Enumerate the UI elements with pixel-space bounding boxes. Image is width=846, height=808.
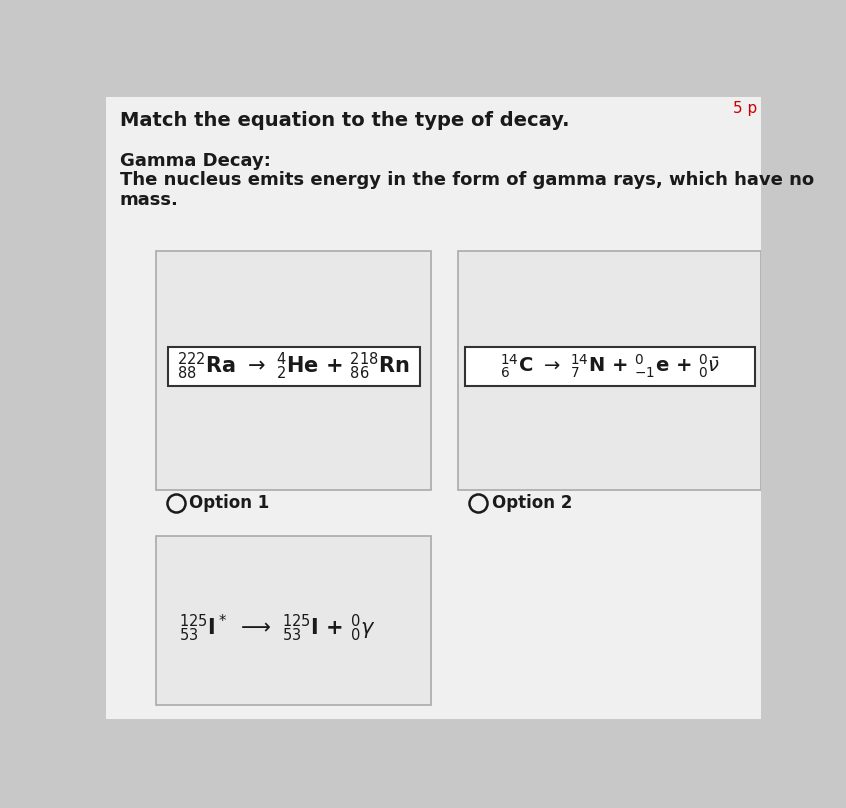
Text: Option 2: Option 2 xyxy=(492,494,572,511)
FancyBboxPatch shape xyxy=(157,536,431,705)
Text: $^{222}_{88}$Ra $\rightarrow$ $^{4}_{2}$He + $^{218}_{86}$Rn: $^{222}_{88}$Ra $\rightarrow$ $^{4}_{2}$… xyxy=(178,351,410,382)
Text: Gamma Decay:: Gamma Decay: xyxy=(119,153,271,170)
Text: $^{125}_{53}$I$^*$ $\longrightarrow$ $^{125}_{53}$I + $^{0}_{0}\gamma$: $^{125}_{53}$I$^*$ $\longrightarrow$ $^{… xyxy=(179,612,376,644)
FancyBboxPatch shape xyxy=(459,251,761,490)
FancyBboxPatch shape xyxy=(157,251,431,490)
Text: Option 1: Option 1 xyxy=(190,494,270,511)
Text: The nucleus emits energy in the form of gamma rays, which have no: The nucleus emits energy in the form of … xyxy=(119,170,814,189)
Text: Match the equation to the type of decay.: Match the equation to the type of decay. xyxy=(119,111,569,130)
Bar xyxy=(464,347,755,385)
Bar xyxy=(168,347,420,385)
Text: $^{14}_{6}$C $\rightarrow$ $^{14}_{7}$N + $^{0}_{-1}$e + $^{0}_{0}\bar{\nu}$: $^{14}_{6}$C $\rightarrow$ $^{14}_{7}$N … xyxy=(500,353,720,380)
Text: 5 p: 5 p xyxy=(733,101,757,116)
Text: mass.: mass. xyxy=(119,191,179,209)
